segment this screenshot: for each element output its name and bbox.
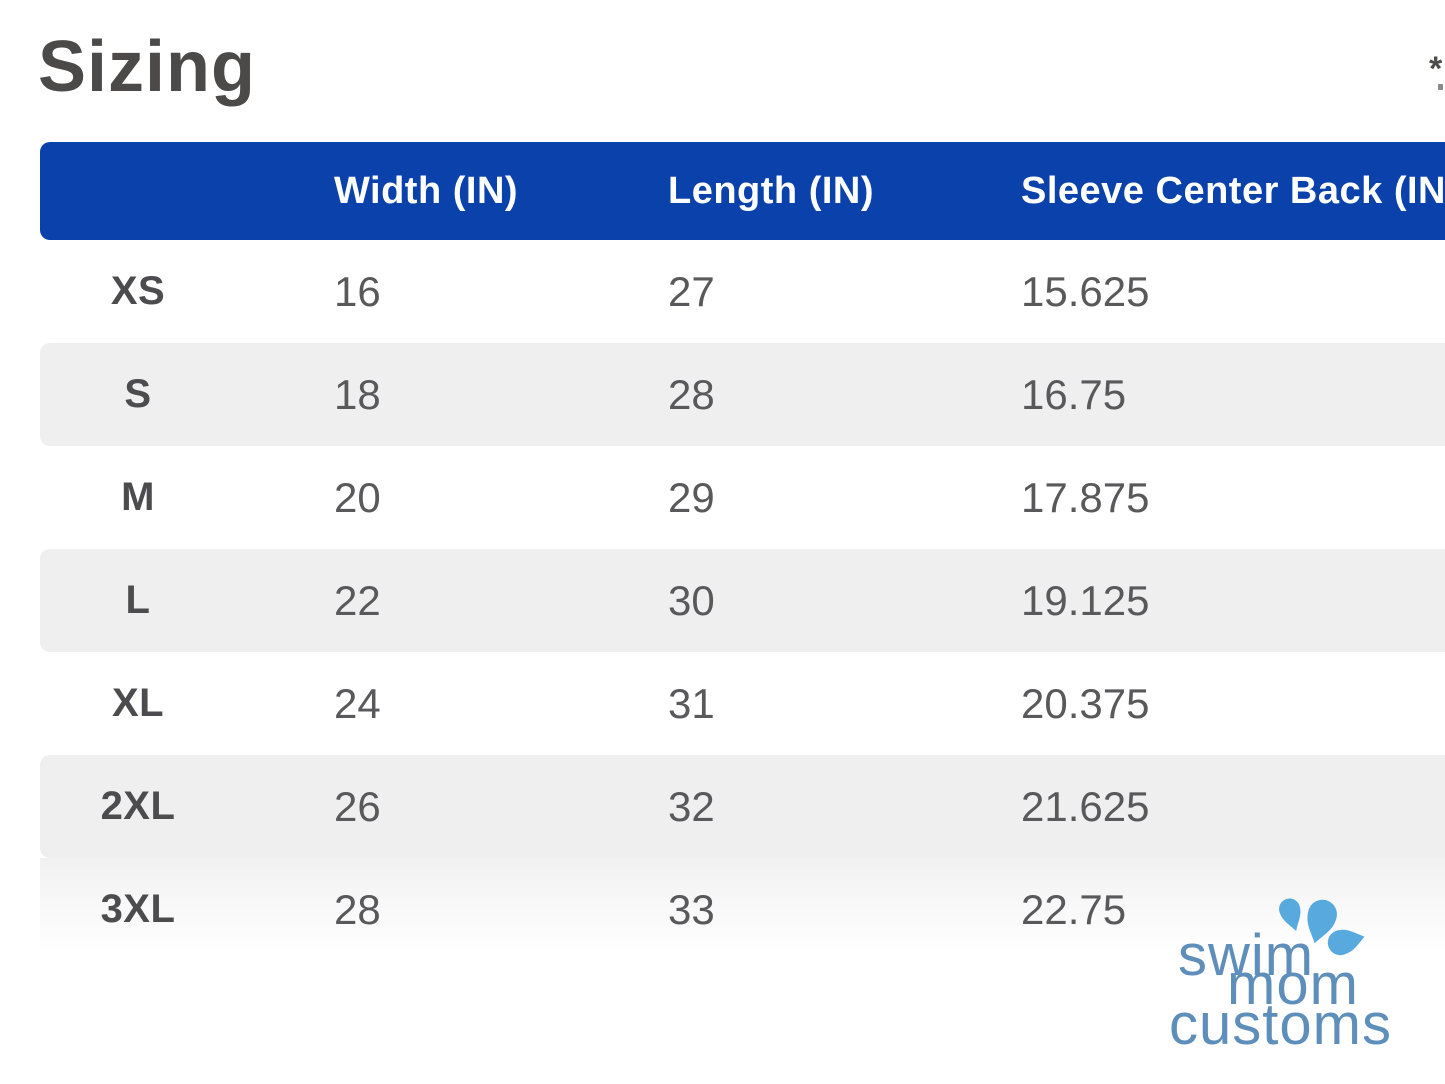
table-row-xl: XL 24 31 20.375	[40, 652, 1445, 755]
sizing-table: Width (IN) Length (IN) Sleeve Center Bac…	[40, 142, 1445, 961]
length-cell: 28	[668, 370, 715, 418]
width-cell: 16	[334, 267, 381, 315]
header-size	[40, 142, 236, 240]
table-row-l: L 22 30 19.125	[40, 549, 1445, 652]
table-row-3xl: 3XL 28 33 22.75	[40, 858, 1445, 961]
header-length: Length (IN)	[668, 169, 875, 212]
size-cell: XS	[110, 269, 166, 313]
size-cell: XL	[111, 681, 165, 725]
sleeve-cell: 22.75	[1021, 885, 1127, 933]
length-cell: 27	[668, 267, 715, 315]
length-cell: 31	[668, 679, 715, 727]
width-cell: 28	[334, 885, 381, 933]
width-cell: 26	[334, 782, 381, 830]
sleeve-cell: 19.125	[1021, 576, 1150, 624]
table-row-2xl: 2XL 26 32 21.625	[40, 755, 1445, 858]
header-width: Width (IN)	[334, 169, 519, 212]
swim-mom-customs-logo: swim mom customs	[1160, 880, 1445, 1080]
table-row-xs: XS 16 27 15.625	[40, 240, 1445, 343]
width-cell: 22	[334, 576, 381, 624]
length-cell: 33	[668, 885, 715, 933]
length-cell: 32	[668, 782, 715, 830]
width-cell: 18	[334, 370, 381, 418]
sleeve-cell: 20.375	[1021, 679, 1150, 727]
table-row-s: S 18 28 16.75	[40, 343, 1445, 446]
size-cell: L	[125, 578, 151, 622]
table-header-row: Width (IN) Length (IN) Sleeve Center Bac…	[40, 142, 1445, 240]
size-cell: 3XL	[100, 887, 176, 931]
table-row-m: M 20 29 17.875	[40, 446, 1445, 549]
sleeve-cell: 16.75	[1021, 370, 1127, 418]
header-sleeve: Sleeve Center Back (IN)	[1021, 169, 1445, 212]
sleeve-cell: 17.875	[1021, 473, 1150, 521]
width-cell: 24	[334, 679, 381, 727]
size-cell: 2XL	[100, 784, 176, 828]
length-cell: 30	[668, 576, 715, 624]
sleeve-cell: 15.625	[1021, 267, 1150, 315]
footnote-asterisk: *	[1429, 50, 1443, 88]
size-cell: M	[121, 475, 155, 519]
page-title: Sizing	[38, 27, 256, 107]
clipped-text-fragment	[1438, 84, 1443, 90]
width-cell: 20	[334, 473, 381, 521]
logo-word-customs: customs	[1169, 992, 1392, 1057]
length-cell: 29	[668, 473, 715, 521]
size-cell: S	[124, 372, 152, 416]
logo-word-mom: mom	[1227, 952, 1359, 1017]
water-splash-icon	[1279, 898, 1365, 956]
logo-word-swim: swim	[1178, 923, 1315, 988]
sleeve-cell: 21.625	[1021, 782, 1150, 830]
